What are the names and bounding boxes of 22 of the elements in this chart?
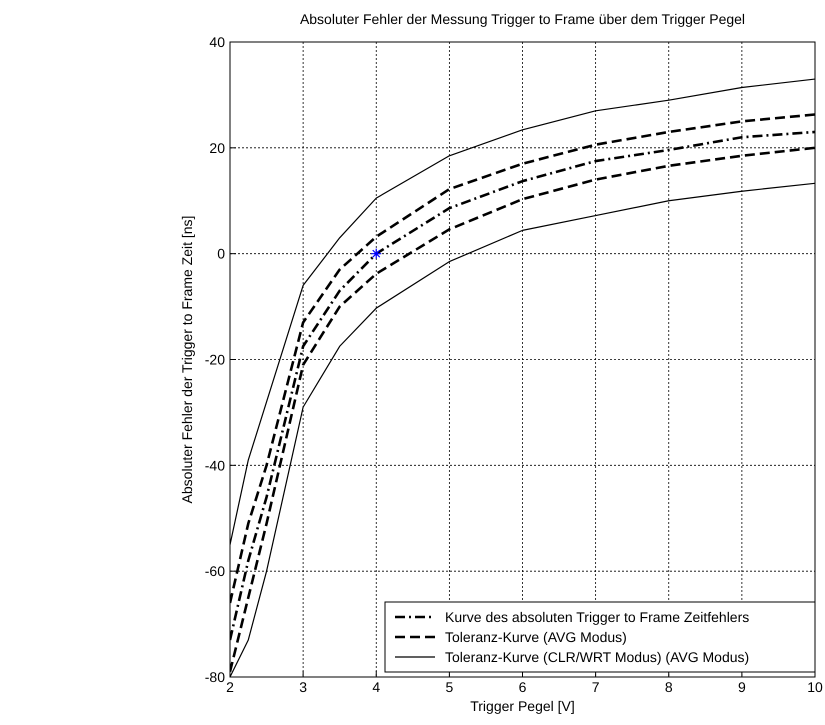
- x-tick-label: 4: [372, 679, 380, 695]
- x-tick-label: 6: [518, 679, 527, 695]
- y-tick-label: 0: [217, 246, 226, 262]
- y-tick-label: 20: [209, 140, 226, 156]
- x-axis-title: Trigger Pegel [V]: [470, 698, 575, 714]
- y-tick-label: -40: [204, 457, 226, 474]
- y-axis-title: Absoluter Fehler der Trigger to Frame Zeit [ns]: [179, 216, 195, 504]
- y-tick-label: -20: [204, 352, 226, 368]
- y-tick-label: 40: [209, 34, 226, 50]
- chart-title: Absoluter Fehler der Messung Trigger to Frame über dem Trigger Pegel: [300, 11, 746, 27]
- x-tick-label: 10: [807, 679, 823, 695]
- x-tick-label: 3: [299, 679, 308, 695]
- x-tick-label: 5: [445, 679, 454, 695]
- x-tick-label: 8: [664, 679, 673, 695]
- x-tick-label: 2: [226, 679, 234, 695]
- y-tick-label: -80: [204, 669, 226, 685]
- x-tick-label: 9: [738, 679, 746, 695]
- legend-label: Kurve des absoluten Trigger to Frame Zeitfehlers: [445, 609, 750, 625]
- legend-label: Toleranz-Kurve (AVG Modus): [445, 629, 627, 645]
- legend-label: Toleranz-Kurve (CLR/WRT Modus) (AVG Modus): [445, 649, 750, 665]
- x-tick-label: 7: [592, 679, 600, 695]
- y-tick-label: -60: [204, 563, 226, 580]
